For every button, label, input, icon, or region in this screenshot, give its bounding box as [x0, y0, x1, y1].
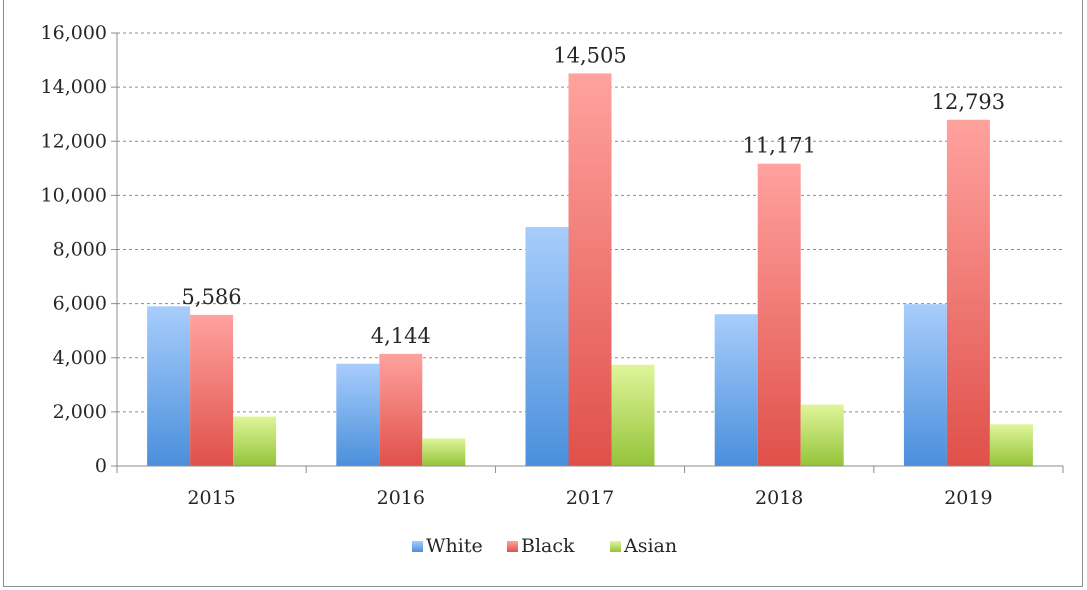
legend: White Black Asian — [412, 535, 677, 557]
data-label: 14,505 — [553, 43, 626, 67]
bar-asian-2015 — [233, 416, 277, 466]
data-label: 11,171 — [742, 134, 815, 158]
y-tick-label: 0 — [95, 455, 107, 477]
bar-white-2017 — [525, 227, 569, 466]
y-tick-label: 2,000 — [53, 401, 107, 423]
bar-white-2016 — [336, 363, 380, 466]
bars — [147, 73, 1033, 467]
y-axis-ticks: 0 2,000 4,000 6,000 8,000 10,000 12,000 14,000 1… — [41, 22, 118, 477]
y-tick-label: 6,000 — [53, 293, 107, 315]
x-axis: 2015 2016 2017 2018 2019 — [116, 465, 1064, 509]
legend-swatch-white — [412, 541, 423, 552]
bar-white-2019 — [903, 304, 947, 466]
bar-black-2018 — [757, 163, 801, 466]
bar-asian-2019 — [989, 424, 1033, 466]
bar-asian-2016 — [422, 438, 466, 466]
bar-black-2015 — [190, 314, 234, 466]
x-tick-label: 2016 — [377, 487, 425, 509]
legend-label-black: Black — [521, 535, 575, 557]
y-tick-label: 16,000 — [41, 22, 107, 44]
y-tick-label: 10,000 — [41, 184, 107, 206]
data-label: 12,793 — [932, 90, 1005, 114]
legend-swatch-asian — [610, 541, 621, 552]
x-tick-label: 2018 — [755, 487, 803, 509]
legend-label-white: White — [426, 535, 483, 557]
y-tick-label: 14,000 — [41, 76, 107, 98]
bar-white-2015 — [147, 306, 191, 466]
bar-asian-2018 — [800, 404, 844, 466]
data-labels: 5,586 4,144 14,505 11,171 12,793 — [182, 43, 1006, 347]
bar-black-2017 — [568, 73, 612, 466]
legend-label-asian: Asian — [623, 535, 677, 557]
bar-asian-2017 — [611, 364, 655, 466]
bar-white-2018 — [714, 314, 758, 466]
x-tick-label: 2015 — [187, 487, 235, 509]
y-tick-label: 4,000 — [53, 347, 107, 369]
x-tick-label: 2017 — [566, 487, 614, 509]
data-label: 5,586 — [182, 285, 242, 309]
x-tick-label: 2019 — [944, 487, 992, 509]
y-tick-label: 12,000 — [41, 130, 107, 152]
bar-black-2019 — [946, 119, 990, 467]
y-tick-label: 8,000 — [53, 239, 107, 261]
legend-swatch-black — [507, 541, 518, 552]
bar-black-2016 — [379, 353, 423, 466]
data-label: 4,144 — [371, 324, 431, 348]
